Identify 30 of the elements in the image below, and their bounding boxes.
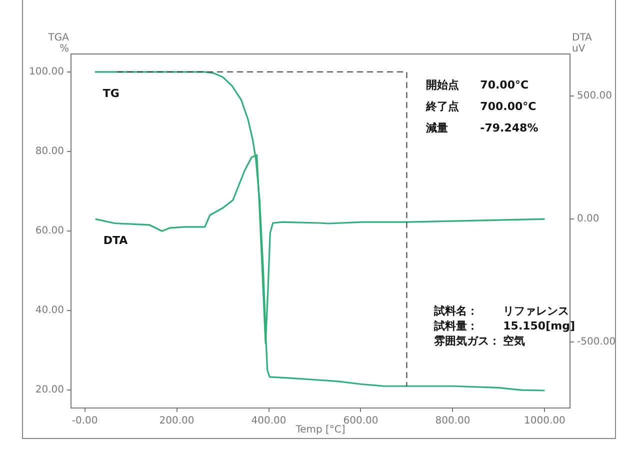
annotation: 試料量： <box>432 320 478 333</box>
y-tick-label: 80.00 <box>35 146 64 158</box>
annotation: 減量 <box>424 122 448 135</box>
annotation: -79.248% <box>480 122 538 135</box>
y-tick-label: 20.00 <box>35 384 64 396</box>
x-tick-label: -0.00 <box>72 416 98 427</box>
annotation: 試料名： <box>432 304 478 318</box>
annotation: 700.00°C <box>480 100 536 114</box>
annotation: 70.00°C <box>480 78 529 92</box>
y-tick-label: 40.00 <box>35 305 64 316</box>
series-label: DTA <box>103 234 128 247</box>
x-tick-label: 400.00 <box>251 416 286 427</box>
x-tick-label: 200.00 <box>159 416 194 427</box>
annotation: リファレンス <box>503 304 570 318</box>
y-axis-title: TGA % <box>47 32 70 55</box>
y2-axis-title: DTA uV <box>572 32 592 55</box>
annotation: 開始点 <box>426 78 459 92</box>
y2-tick-label: -500.00 <box>577 336 616 348</box>
annotation: 雰囲気ガス： <box>434 334 500 348</box>
y2-tick-label: 500.00 <box>577 90 612 102</box>
y-tick-label: 60.00 <box>35 226 64 237</box>
annotation: 空気 <box>503 334 526 348</box>
y-tick-label: 100.00 <box>29 66 64 78</box>
series-label: TG <box>102 86 120 100</box>
y2-tick-label: 0.00 <box>577 214 600 225</box>
annotation: 終了点 <box>424 100 459 114</box>
x-tick-label: 1000.00 <box>524 416 566 427</box>
x-tick-label: 800.00 <box>435 416 470 427</box>
x-axis-title: Temp [°C] <box>294 424 346 436</box>
x-tick-label: 600.00 <box>343 416 378 427</box>
